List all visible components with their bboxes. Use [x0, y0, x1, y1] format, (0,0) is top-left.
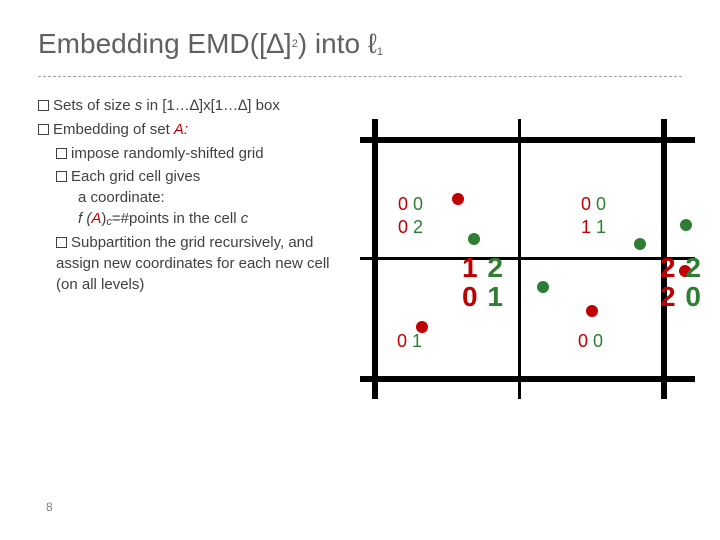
sub-each-cell: Each grid cell gives a coordinate: f (A)… [56, 166, 343, 230]
count-red: 2 [660, 252, 677, 283]
count-green: 2 [685, 252, 702, 283]
cell-count-label: 0 0 [581, 194, 606, 215]
count-green: 1 [412, 331, 422, 351]
delta-symbol: ∆ [238, 97, 247, 114]
grid-vline-thin [518, 119, 521, 399]
count-red: 0 [578, 331, 588, 351]
count-red: 0 [462, 281, 479, 312]
sub-impose: impose randomly-shifted grid [56, 143, 343, 164]
sub-text: a coordinate: [78, 189, 165, 206]
sub-text: Each grid cell gives [71, 168, 200, 185]
var-A: A: [174, 121, 188, 138]
sub-coord: a coordinate: [56, 187, 343, 208]
count-green: 0 [413, 194, 423, 214]
cell-count-big-label: 0 1 [462, 281, 504, 313]
sub-subpartition: Subpartition the grid recursively, and a… [56, 232, 343, 295]
slide-title: Embedding EMD([∆]2) into ℓ1 [38, 28, 682, 60]
ell-symbol: ℓ [368, 28, 377, 59]
title-text: ) into [298, 28, 368, 59]
page-number: 8 [46, 500, 53, 514]
green-dot [634, 238, 646, 250]
bullet-text: ]x[1… [199, 97, 238, 114]
count-green: 2 [487, 252, 504, 283]
bullet-text: in [1… [142, 97, 190, 114]
sub-text: impose randomly-shifted grid [71, 145, 264, 162]
red-dot [452, 193, 464, 205]
square-bullet-icon [56, 171, 67, 182]
bullet-text: Sets of size [53, 97, 135, 114]
grid-hline-thick [360, 376, 695, 382]
bullet-sets: Sets of size s in [1…∆]x[1…∆] box [38, 95, 343, 116]
formula-text: f ( [78, 210, 91, 227]
count-red: 1 [462, 252, 479, 283]
count-red: 0 [398, 194, 408, 214]
count-red: 0 [398, 217, 408, 237]
count-red: 1 [581, 217, 591, 237]
square-bullet-icon [38, 100, 49, 111]
sub-bullets: impose randomly-shifted grid Each grid c… [38, 143, 343, 295]
count-green: 0 [593, 331, 603, 351]
grid-hline-thick [360, 137, 695, 143]
subscript: 1 [377, 46, 383, 58]
grid-vline-thick [372, 119, 378, 399]
title-text: Embedding EMD([ [38, 28, 267, 59]
cell-count-label: 0 0 [578, 331, 603, 352]
count-green: 0 [596, 194, 606, 214]
formula-text: =#points in the cell [112, 210, 241, 227]
cell-count-big-label: 2 0 [660, 281, 702, 313]
bullet-text: ] box [247, 97, 280, 114]
square-bullet-icon [56, 148, 67, 159]
green-dot [680, 219, 692, 231]
cell-count-label: 0 0 [398, 194, 423, 215]
cell-count-label: 1 1 [581, 217, 606, 238]
delta-symbol: ∆ [190, 97, 199, 114]
bullet-embedding: Embedding of set A: [38, 119, 343, 140]
cell-count-big-label: 2 2 [660, 252, 702, 284]
green-dot [468, 233, 480, 245]
count-green: 1 [487, 281, 504, 312]
delta-symbol: ∆ [267, 28, 284, 59]
grid-hline-thin [360, 257, 695, 260]
grid-diagram: 0 00 20 01 10 10 01 20 12 22 0 [360, 119, 695, 409]
bullet-text: Embedding of set [53, 121, 174, 138]
title-text: ] [284, 28, 292, 59]
count-green: 2 [413, 217, 423, 237]
count-green: 0 [685, 281, 702, 312]
sub-text: Subpartition the grid recursively, and a… [56, 234, 330, 293]
square-bullet-icon [38, 124, 49, 135]
cell-count-big-label: 1 2 [462, 252, 504, 284]
count-green: 1 [596, 217, 606, 237]
red-dot [586, 305, 598, 317]
var-A: A [91, 210, 101, 227]
green-dot [537, 281, 549, 293]
var-c: c [241, 210, 249, 227]
count-red: 2 [660, 281, 677, 312]
title-area: Embedding EMD([∆]2) into ℓ1 [0, 0, 720, 70]
text-column: Sets of size s in [1…∆]x[1…∆] box Embedd… [38, 95, 343, 297]
square-bullet-icon [56, 237, 67, 248]
count-red: 0 [581, 194, 591, 214]
sub-formula: f (A)c=#points in the cell c [56, 208, 343, 230]
count-red: 0 [397, 331, 407, 351]
cell-count-label: 0 2 [398, 217, 423, 238]
cell-count-label: 0 1 [397, 331, 422, 352]
